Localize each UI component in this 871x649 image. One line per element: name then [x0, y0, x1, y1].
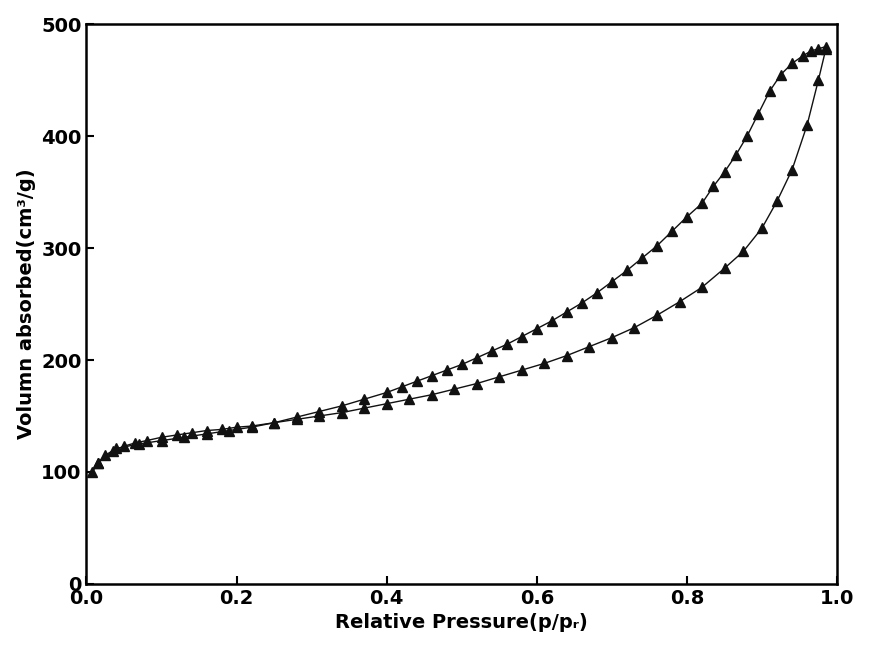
X-axis label: Relative Pressure(p/pᵣ): Relative Pressure(p/pᵣ)	[335, 613, 588, 632]
Y-axis label: Volumn absorbed(cm³/g): Volumn absorbed(cm³/g)	[17, 169, 36, 439]
